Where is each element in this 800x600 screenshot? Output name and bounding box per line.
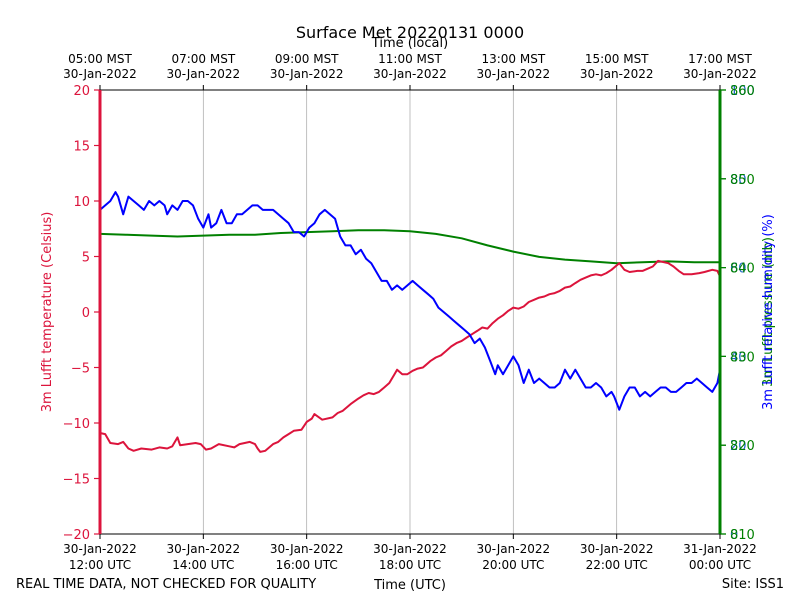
humidity-series-line [99,191,721,411]
pressure-tick-label: 860 [730,84,755,99]
top-tick-time: 13:00 MST [481,52,545,66]
temperature-tick-label: −10 [63,417,90,432]
humidity-axis-label: 3m Lufft relative humidity (%) [761,214,776,410]
pressure-tick-label: 840 [730,262,755,277]
bottom-tick-time: 18:00 UTC [379,558,441,572]
temperature-tick-label: 10 [73,195,90,210]
top-tick-date: 30-Jan-2022 [683,67,757,81]
top-tick-date: 30-Jan-2022 [270,67,344,81]
temperature-series-line [99,259,721,453]
top-tick-time: 09:00 MST [275,52,339,66]
bottom-tick-time: 16:00 UTC [276,558,338,572]
top-tick-time: 15:00 MST [585,52,649,66]
quality-disclaimer: REAL TIME DATA, NOT CHECKED FOR QUALITY [16,577,316,592]
temperature-tick-label: 15 [73,140,90,155]
pressure-series-line [99,229,720,265]
temperature-tick-label: 0 [82,306,90,321]
chart-title: Surface Met 20220131 0000 [296,23,524,42]
top-tick-date: 30-Jan-2022 [63,67,137,81]
bottom-tick-time: 14:00 UTC [172,558,234,572]
grid-lines [202,90,618,534]
temperature-axis: −20 −15 −10 −5 0 5 10 15 20 [63,84,100,543]
bottom-tick-time: 00:00 UTC [689,558,751,572]
bottom-tick-date: 30-Jan-2022 [580,542,654,556]
bottom-tick-date: 30-Jan-2022 [167,542,241,556]
humidity-tick-label: 0 [730,528,738,543]
pressure-tick-label: 820 [730,439,755,454]
top-tick-time: 11:00 MST [378,52,442,66]
bottom-tick-date: 30-Jan-2022 [270,542,344,556]
temperature-tick-label: −20 [63,528,90,543]
temperature-tick-label: 20 [73,84,90,99]
bottom-tick-time: 20:00 UTC [482,558,544,572]
top-tick-date: 30-Jan-2022 [477,67,551,81]
top-tick-time: 17:00 MST [688,52,752,66]
bottom-tick-date: 31-Jan-2022 [683,542,757,556]
temperature-tick-label: −15 [63,473,90,488]
pressure-tick-label: 850 [730,173,755,188]
temperature-tick-label: 5 [82,251,90,266]
pressure-tick-label: 810 [730,528,755,543]
humidity-tick-label: 40 [730,350,747,365]
bottom-tick-date: 30-Jan-2022 [63,542,137,556]
humidity-tick-label: 60 [730,262,747,277]
bottom-tick-time: 22:00 UTC [586,558,648,572]
site-label: Site: ISS1 [722,577,784,592]
x-axis-label: Time (UTC) [373,578,446,593]
humidity-tick-label: 80 [730,173,747,188]
temperature-tick-label: −5 [71,362,90,377]
series-layer [99,191,721,453]
temperature-axis-label: 3m Lufft temperature (Celsius) [40,212,55,413]
bottom-tick-date: 30-Jan-2022 [477,542,551,556]
bottom-tick-date: 30-Jan-2022 [373,542,447,556]
bottom-tick-time: 12:00 UTC [69,558,131,572]
right-axes: 0 20 40 60 80 100 810 820 830 840 850 860 [720,84,755,543]
top-axis-label: Time (local) [371,36,448,51]
bottom-time-axis: 30-Jan-2022 12:00 UTC 30-Jan-2022 14:00 UTC… [63,534,757,572]
humidity-tick-label: 20 [730,439,747,454]
top-tick-date: 30-Jan-2022 [373,67,447,81]
pressure-axis-label: 3m Lufft pressure (mb) [761,237,776,387]
top-tick-date: 30-Jan-2022 [167,67,241,81]
humidity-tick-label: 100 [730,84,755,99]
top-tick-time: 05:00 MST [68,52,132,66]
top-tick-time: 07:00 MST [171,52,235,66]
top-tick-date: 30-Jan-2022 [580,67,654,81]
pressure-tick-label: 830 [730,350,755,365]
